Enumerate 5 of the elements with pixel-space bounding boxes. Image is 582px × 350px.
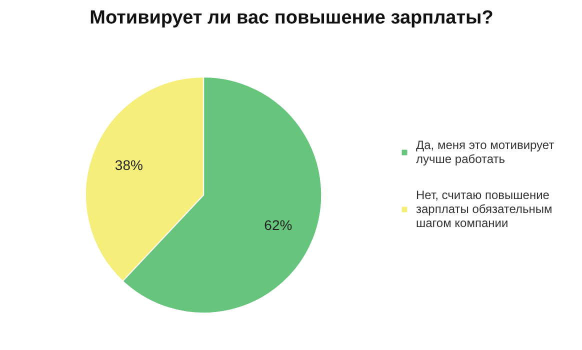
legend-label: Да, меня это мотивирует лучше работать (416, 138, 554, 166)
legend-label: Нет, считаю повышение зарплаты обязательным шагом компании (416, 188, 552, 230)
data-label: 62% (264, 217, 292, 234)
chart-title: Мотивирует ли вас повышение зарплаты? (90, 8, 494, 28)
data-label: 38% (114, 156, 143, 173)
